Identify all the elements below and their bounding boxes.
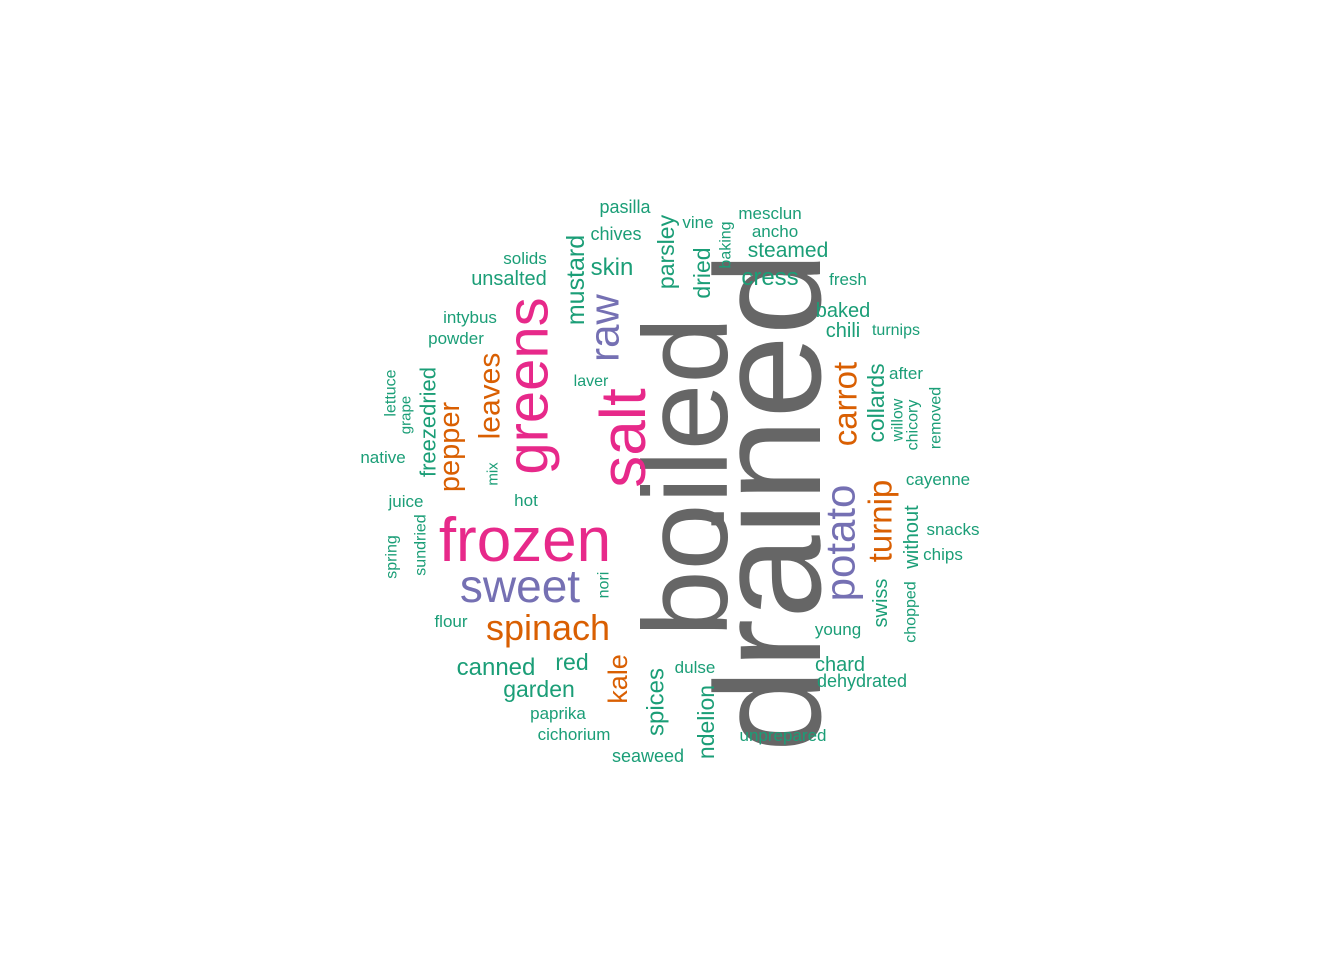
word-chard: chard — [815, 654, 865, 676]
word-chopped: chopped — [903, 581, 920, 642]
word-cayenne: cayenne — [906, 470, 970, 489]
word-carrot: carrot — [827, 362, 864, 446]
word-spinach: spinach — [486, 607, 610, 648]
word-chips: chips — [923, 545, 963, 564]
word-cress: cress — [741, 264, 798, 291]
word-nori: nori — [596, 572, 613, 599]
word-sundried: sundried — [413, 514, 430, 575]
word-potato: potato — [817, 485, 864, 602]
word-vine: vine — [682, 213, 713, 232]
word-raw: raw — [581, 293, 628, 361]
word-dehydrated: dehydrated — [817, 671, 907, 691]
word-turnips: turnips — [872, 322, 920, 339]
word-frozen: frozen — [439, 506, 611, 575]
word-baked: baked — [816, 300, 871, 322]
word-dulse: dulse — [675, 658, 716, 677]
word-unprepared: unprepared — [740, 726, 827, 745]
word-spring: spring — [384, 535, 401, 579]
word-baking: baking — [718, 221, 735, 268]
word-turnip: turnip — [862, 480, 899, 563]
word-paprika: paprika — [530, 704, 586, 723]
word-greens: greens — [496, 297, 561, 474]
word-skin: skin — [591, 254, 634, 281]
word-chili: chili — [826, 320, 860, 342]
word-canned: canned — [457, 654, 536, 681]
word-fresh: fresh — [829, 270, 867, 289]
word-chives: chives — [590, 224, 641, 244]
word-flour: flour — [434, 612, 467, 631]
word-boiled: boiled — [619, 317, 753, 637]
word-steamed: steamed — [748, 239, 829, 262]
word-hot: hot — [514, 491, 538, 510]
word-solids: solids — [503, 249, 546, 268]
word-leaves: leaves — [474, 353, 507, 440]
word-intybus: intybus — [443, 308, 497, 327]
word-pepper: pepper — [434, 402, 466, 493]
word-lettuce: lettuce — [383, 369, 400, 416]
word-collards: collards — [863, 363, 889, 442]
word-kale: kale — [603, 654, 633, 704]
word-laver: laver — [574, 373, 609, 390]
word-snacks: snacks — [927, 520, 980, 539]
word-salt: salt — [587, 388, 659, 488]
word-mesclun: mesclun — [738, 204, 801, 223]
word-without: without — [901, 505, 923, 570]
word-after: after — [889, 364, 923, 383]
word-cichorium: cichorium — [538, 725, 611, 744]
word-grape: grape — [398, 396, 415, 434]
word-powder: powder — [428, 329, 484, 348]
word-garden: garden — [503, 676, 575, 702]
word-mix: mix — [485, 462, 502, 486]
word-freezedried: freezedried — [416, 367, 441, 477]
word-spices: spices — [643, 668, 670, 736]
word-unsalted: unsalted — [471, 268, 547, 290]
word-dried: dried — [689, 247, 715, 298]
word-drained: drained — [684, 252, 852, 752]
word-removed: removed — [928, 387, 945, 449]
word-swiss: swiss — [870, 579, 892, 628]
word-ancho: ancho — [752, 222, 798, 241]
word-sweet: sweet — [460, 560, 580, 612]
word-pasilla: pasilla — [599, 197, 651, 217]
word-chicory: chicory — [905, 400, 922, 451]
word-red: red — [555, 649, 588, 675]
word-native: native — [360, 448, 405, 467]
word-juice: juice — [388, 492, 424, 511]
word-mustard: mustard — [562, 235, 590, 325]
word-young: young — [815, 620, 861, 639]
word-parsley: parsley — [653, 214, 679, 289]
word-willow: willow — [890, 398, 907, 442]
word-seaweed: seaweed — [612, 746, 684, 766]
word-ndelion: ndelion — [693, 685, 719, 759]
